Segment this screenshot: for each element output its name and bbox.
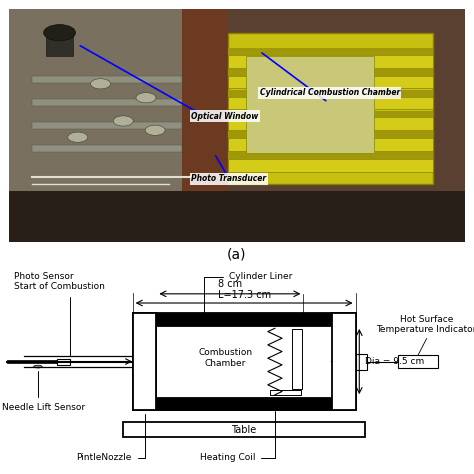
Bar	[9, 191, 465, 242]
Bar	[292, 329, 302, 389]
Bar	[228, 55, 433, 68]
Bar	[156, 326, 332, 397]
Text: Photo Sensor
Start of Combustion: Photo Sensor Start of Combustion	[14, 272, 105, 356]
Bar	[228, 90, 433, 97]
Bar	[246, 56, 374, 154]
Text: Optical Window: Optical Window	[191, 112, 259, 121]
Bar	[332, 313, 356, 410]
Bar	[182, 9, 228, 191]
Bar	[228, 33, 433, 184]
Text: Needle Lift Sensor: Needle Lift Sensor	[2, 371, 85, 412]
Bar	[46, 28, 73, 56]
Circle shape	[68, 132, 88, 142]
Text: Dia = 9.5 cm: Dia = 9.5 cm	[365, 357, 424, 366]
Bar	[32, 76, 182, 82]
Circle shape	[331, 360, 337, 363]
Bar	[32, 146, 182, 152]
Text: PintleNozzle: PintleNozzle	[77, 414, 145, 462]
Bar	[228, 159, 433, 172]
Bar	[32, 99, 182, 106]
Bar	[9, 9, 214, 191]
Circle shape	[145, 125, 165, 136]
Bar	[133, 313, 356, 410]
Circle shape	[44, 25, 75, 41]
Bar	[228, 76, 433, 89]
Circle shape	[113, 116, 133, 126]
Bar	[156, 397, 332, 410]
Bar	[228, 138, 433, 151]
Text: Cylindrical Combustion Chamber: Cylindrical Combustion Chamber	[260, 89, 400, 98]
Text: 8 cm: 8 cm	[218, 279, 242, 289]
Text: Combustion
Chamber: Combustion Chamber	[198, 348, 252, 368]
Bar	[270, 390, 301, 395]
Text: L=17.3 cm: L=17.3 cm	[218, 290, 271, 300]
Bar	[156, 313, 332, 326]
Bar	[133, 313, 156, 410]
Bar	[228, 69, 433, 76]
Text: Cylinder Liner: Cylinder Liner	[204, 272, 292, 317]
Bar	[356, 354, 367, 370]
Bar	[228, 48, 433, 55]
Text: Hot Surface
Temperature Indicator: Hot Surface Temperature Indicator	[376, 315, 474, 334]
Bar	[228, 152, 433, 159]
Bar	[228, 110, 433, 118]
Circle shape	[91, 79, 110, 89]
Text: Table: Table	[231, 425, 257, 435]
Ellipse shape	[34, 365, 42, 368]
Bar	[123, 422, 365, 438]
Text: Photo Transducer: Photo Transducer	[191, 174, 266, 183]
Text: Heating Coil: Heating Coil	[200, 411, 275, 462]
Bar	[32, 122, 182, 129]
Bar	[228, 97, 433, 109]
Circle shape	[136, 92, 156, 103]
Bar	[398, 355, 438, 368]
Bar	[57, 358, 70, 365]
Bar	[182, 9, 465, 242]
Bar	[228, 118, 433, 130]
Text: (a): (a)	[227, 247, 247, 262]
Bar	[228, 131, 433, 138]
